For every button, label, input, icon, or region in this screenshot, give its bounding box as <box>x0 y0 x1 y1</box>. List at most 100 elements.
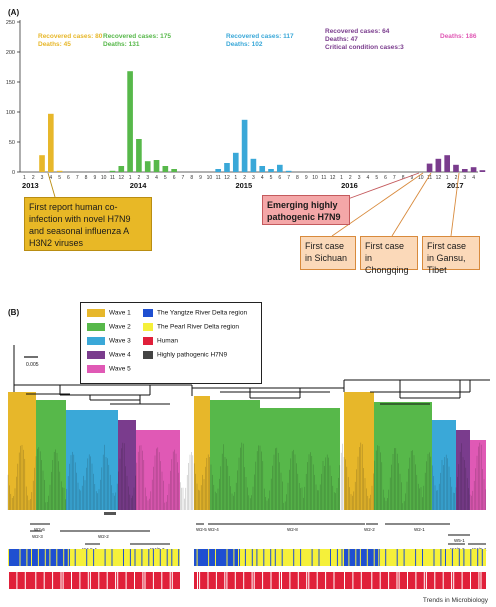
region-tick-3668 <box>366 549 368 566</box>
month-label-38: 3 <box>358 175 361 181</box>
human-gap-2789 <box>278 572 280 589</box>
region-tick-2380 <box>238 549 239 566</box>
wave-stat-2-1: Deaths: 102 <box>226 41 263 48</box>
human-gap-2978 <box>297 572 299 589</box>
month-label-43: 8 <box>402 175 405 181</box>
region-tick-4818 <box>481 549 483 566</box>
bar-wave3-25 <box>241 119 248 172</box>
bar-wave2-16 <box>162 166 169 172</box>
human-gap-2537 <box>253 572 255 589</box>
wave-stat-2-0: Recovered cases: 117 <box>226 33 294 40</box>
human-gap-794 <box>79 572 81 589</box>
human-gap-3167 <box>316 572 318 589</box>
region-tick-4151 <box>415 549 417 566</box>
human-gap-1445 <box>144 572 146 589</box>
region-tick-3300 <box>330 549 331 566</box>
human-gap-4238 <box>423 572 425 589</box>
human-gap-2264 <box>226 572 228 589</box>
human-gap-3608 <box>360 572 362 589</box>
region-tick-3369 <box>336 549 338 566</box>
region-tick-3783 <box>378 549 380 566</box>
human-gap-3797 <box>379 572 381 589</box>
clade-block-1 <box>36 400 66 510</box>
legend-wave-1: Wave 1 <box>87 309 131 317</box>
region-tick-3599 <box>359 549 361 566</box>
human-gap-3440 <box>344 572 345 589</box>
callout-connector-0 <box>47 172 56 198</box>
month-label-21: 10 <box>207 175 213 181</box>
month-label-23: 12 <box>224 175 230 181</box>
journal-footer: Trends in Microbiology <box>422 597 488 604</box>
y-tick-label-4: 200 <box>6 50 15 56</box>
region-tick-2334 <box>233 549 235 566</box>
region-tick-4335 <box>433 549 435 566</box>
bar-wave4-47 <box>435 158 442 172</box>
human-gap-3335 <box>333 572 335 589</box>
region-tick-1529 <box>152 549 154 566</box>
panel-b-label: (B) <box>8 308 20 317</box>
bar-wave3-24 <box>232 152 239 172</box>
human-gap-2894 <box>289 572 291 589</box>
human-gap-1256 <box>125 572 127 589</box>
human-gap-1697 <box>169 572 171 589</box>
wave-stat-3-2: Critical condition cases:3 <box>325 44 404 51</box>
month-label-33: 10 <box>312 175 318 181</box>
legend-hp-h7n9: Highly pathogenic H7N9 <box>143 351 227 359</box>
bar-wave2-10 <box>109 170 116 172</box>
bar-wave3-23 <box>224 163 230 172</box>
month-label-25: 2 <box>243 175 246 181</box>
human-gap-1340 <box>134 572 135 589</box>
human-gap-353 <box>35 572 37 589</box>
bar-wave2-14 <box>144 161 151 172</box>
month-label-17: 6 <box>173 175 176 181</box>
region-tick-1713 <box>171 549 173 566</box>
human-gap-3965 <box>396 572 398 589</box>
region-tick-2932 <box>293 549 295 566</box>
human-gap-605 <box>60 572 62 589</box>
clade-block-5 <box>194 396 210 510</box>
legend-wave-3: Wave 3 <box>87 337 131 345</box>
month-label-20: 9 <box>199 175 202 181</box>
legend-wave-5: Wave 5 <box>87 365 131 373</box>
clade-block-8 <box>344 392 374 510</box>
human-gap-4511 <box>451 572 453 589</box>
phylogenetic-tree: 0.005W2-6W2-3W2-2W4-5-4W4/5-3W2-5W2-4W2-… <box>7 345 490 589</box>
wave-stat-3-1: Deaths: 47 <box>325 36 358 43</box>
bar-wave3-27 <box>259 166 266 172</box>
clade-label-10: W5-1 <box>454 538 465 543</box>
clade-label-1: W2-3 <box>32 534 43 539</box>
month-label-8: 9 <box>93 175 96 181</box>
bar-wave3-30 <box>285 170 292 172</box>
bar-wave2-13 <box>136 139 142 172</box>
region-strip-5 <box>380 549 486 566</box>
callout-chongqing: First case in Chongqing <box>360 236 418 275</box>
region-tick-678 <box>67 549 69 566</box>
human-gap-4700 <box>470 572 471 589</box>
region-tick-3001 <box>300 549 302 566</box>
clade-label-9: W2-1 <box>414 527 425 532</box>
human-gap-1529 <box>152 572 154 589</box>
region-tick-4634 <box>463 549 465 566</box>
human-gap-3986 <box>398 572 400 589</box>
region-tick-563 <box>56 549 58 566</box>
human-strip-0 <box>8 572 180 589</box>
month-label-9: 10 <box>101 175 107 181</box>
clade-label-6: W2-4 <box>208 527 219 532</box>
region-tick-2702 <box>270 549 272 566</box>
human-gap-983 <box>98 572 100 589</box>
human-gap-878 <box>87 572 89 589</box>
clade-label-7: W2-8 <box>287 527 298 532</box>
y-tick-label-2: 100 <box>6 110 15 116</box>
bar-wave4-51 <box>470 167 477 172</box>
month-label-26: 3 <box>252 175 255 181</box>
region-tick-494 <box>49 549 51 566</box>
month-label-34: 11 <box>321 175 326 181</box>
human-gap-1172 <box>117 572 119 589</box>
bar-wave3-26 <box>250 158 257 172</box>
human-gap-710 <box>71 572 72 589</box>
clade-block-12 <box>470 440 486 510</box>
region-tick-2748 <box>274 549 276 566</box>
month-label-45: 10 <box>418 175 424 181</box>
legend-wave-2: Wave 2 <box>87 323 131 331</box>
region-tick-3737 <box>373 549 375 566</box>
